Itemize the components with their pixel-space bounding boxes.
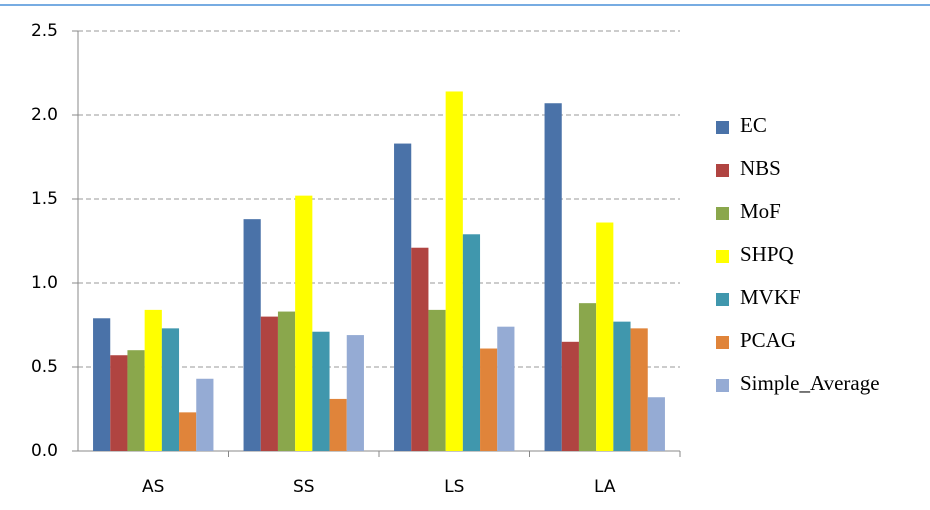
bar: [445, 91, 463, 451]
bar: [260, 316, 278, 451]
bar: [497, 326, 515, 451]
legend-swatch: [716, 207, 729, 220]
y-tick-label: 0.0: [31, 441, 58, 461]
legend-swatch: [716, 250, 729, 263]
bar: [428, 309, 446, 451]
bar: [312, 331, 330, 451]
x-tick-label: SS: [293, 477, 315, 497]
y-tick-label: 0.5: [31, 357, 58, 377]
bar: [161, 328, 180, 451]
bar: [578, 303, 597, 451]
bar: [144, 309, 162, 451]
legend-label: EC: [740, 113, 767, 137]
bar: [329, 398, 347, 451]
bar: [480, 348, 498, 451]
legend-swatch: [716, 293, 729, 306]
y-tick-label: 2.5: [31, 21, 58, 41]
bar: [127, 350, 145, 451]
bar: [110, 355, 128, 451]
legend-swatch: [716, 164, 729, 177]
y-tick-label: 1.5: [31, 189, 58, 209]
legend-label: SHPQ: [740, 242, 794, 266]
legend-swatch: [716, 121, 729, 134]
bar: [647, 397, 665, 451]
x-tick-label: LS: [444, 477, 464, 497]
bar: [196, 378, 214, 451]
bar: [613, 321, 631, 451]
bar: [277, 311, 296, 451]
bar: [93, 318, 111, 451]
legend-label: MoF: [740, 199, 781, 223]
legend-swatch: [716, 379, 729, 392]
x-tick-label: AS: [142, 477, 164, 497]
bar: [295, 195, 313, 451]
legend-label: MVKF: [740, 285, 801, 309]
bar: [394, 143, 412, 451]
bar: [346, 335, 364, 451]
bar: [462, 234, 481, 451]
bar: [411, 247, 429, 451]
y-tick-label: 2.0: [31, 105, 58, 125]
legend-label: Simple_Average: [740, 371, 880, 395]
bar: [243, 219, 261, 451]
legend-label: NBS: [740, 156, 781, 180]
bar: [179, 412, 197, 451]
bar: [561, 341, 579, 451]
bar: [544, 103, 562, 452]
legend-label: PCAG: [740, 328, 796, 352]
y-tick-label: 1.0: [31, 273, 58, 293]
bar: [596, 222, 614, 451]
x-tick-label: LA: [594, 477, 616, 497]
legend-swatch: [716, 336, 729, 349]
bar: [630, 328, 648, 451]
